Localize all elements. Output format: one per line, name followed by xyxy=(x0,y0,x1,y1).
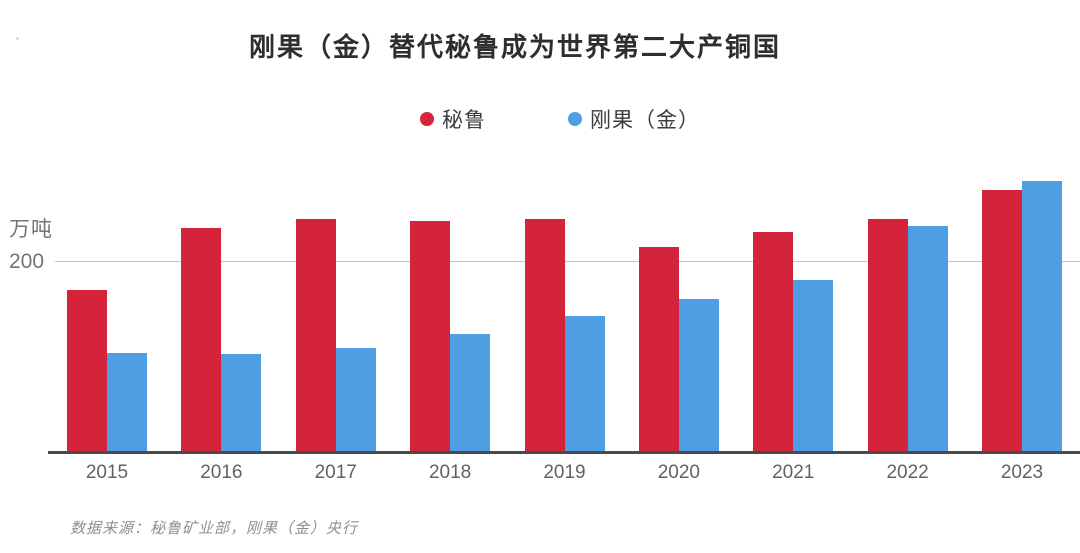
x-tick-label-2015: 2015 xyxy=(85,462,129,483)
bar-group-2017 xyxy=(295,219,376,451)
bar-congo-2016 xyxy=(221,354,262,451)
legend-item-congo: 刚果（金） xyxy=(568,104,700,134)
bar-congo-2021 xyxy=(793,280,834,451)
stray-mark xyxy=(16,37,19,40)
legend: 秘鲁 刚果（金） xyxy=(420,104,700,134)
bar-congo-2018 xyxy=(450,334,491,451)
bar-group-2016 xyxy=(181,227,262,451)
legend-item-peru: 秘鲁 xyxy=(420,104,486,134)
gridline-200 xyxy=(55,261,1080,262)
bar-group-2022 xyxy=(867,219,948,451)
bar-congo-2019 xyxy=(564,316,605,451)
bar-group-2015 xyxy=(67,289,147,451)
x-tick-label-2022: 2022 xyxy=(886,462,929,483)
bar-congo-2017 xyxy=(335,347,376,451)
bar-group-2019 xyxy=(524,219,605,451)
legend-label-peru: 秘鲁 xyxy=(442,109,486,132)
bar-peru-2022 xyxy=(867,219,908,451)
bar-congo-2020 xyxy=(678,299,719,451)
bar-peru-2021 xyxy=(753,231,794,451)
bar-peru-2015 xyxy=(67,289,107,451)
bar-congo-2022 xyxy=(907,225,948,451)
x-tick-label-2017: 2017 xyxy=(314,462,357,483)
x-labels-row: 2015 2016 2017 2018 2019 2020 2021 2022 2023 xyxy=(48,462,1080,484)
legend-label-congo: 刚果（金） xyxy=(590,109,700,132)
x-tick-label-2020: 2020 xyxy=(657,462,701,483)
bar-congo-2015 xyxy=(107,353,147,451)
x-axis-line xyxy=(48,451,1080,454)
bar-congo-2023 xyxy=(1022,181,1062,451)
bar-group-2018 xyxy=(410,221,491,451)
chart-title: 刚果（金）替代秘鲁成为世界第二大产铜国 xyxy=(248,32,781,62)
bars-row xyxy=(48,150,1080,451)
bar-peru-2016 xyxy=(181,227,222,451)
bar-peru-2017 xyxy=(295,219,336,451)
x-tick-label-2019: 2019 xyxy=(543,462,586,483)
bar-peru-2019 xyxy=(524,219,565,451)
x-tick-label-2023: 2023 xyxy=(1000,462,1044,483)
legend-dot-congo-icon xyxy=(568,112,582,126)
bar-peru-2018 xyxy=(410,221,451,451)
bar-group-2020 xyxy=(638,246,719,451)
bar-group-2023 xyxy=(982,181,1062,451)
y-axis-unit-label: 万吨 xyxy=(9,218,53,241)
x-tick-label-2016: 2016 xyxy=(200,462,243,483)
source-note: 数据来源：秘鲁矿业部，刚果（金）央行 xyxy=(70,520,359,537)
bar-peru-2020 xyxy=(638,246,679,451)
y-axis-tick-200: 200 xyxy=(9,250,45,273)
bar-peru-2023 xyxy=(982,189,1022,451)
bar-group-2021 xyxy=(753,231,834,451)
x-tick-label-2018: 2018 xyxy=(428,462,472,483)
x-tick-label-2021: 2021 xyxy=(772,462,815,483)
legend-dot-peru-icon xyxy=(420,112,434,126)
